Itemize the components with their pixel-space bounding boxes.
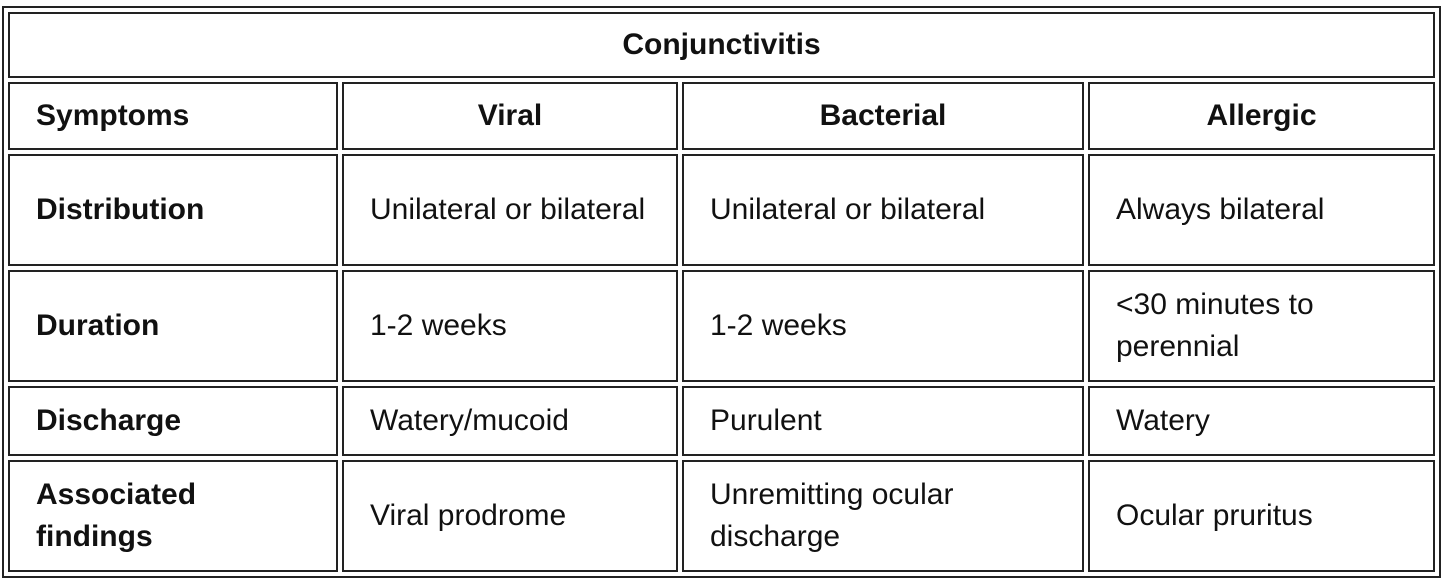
row-label-discharge: Discharge [8,386,338,456]
table-row-discharge: Discharge Watery/mucoid Purulent Watery [8,386,1436,456]
cell-associated-bacterial: Unremitting ocular discharge [682,460,1084,572]
row-label-duration: Duration [8,270,338,382]
row-label-distribution: Distribution [8,154,338,266]
table-row-duration: Duration 1-2 weeks 1-2 weeks <30 minutes… [8,270,1436,382]
cell-discharge-bacterial: Purulent [682,386,1084,456]
cell-duration-bacterial: 1-2 weeks [682,270,1084,382]
header-viral: Viral [342,82,678,150]
header-symptoms: Symptoms [8,82,338,150]
cell-discharge-viral: Watery/mucoid [342,386,678,456]
table-row-associated-findings: Associated findings Viral prodrome Unrem… [8,460,1436,572]
cell-distribution-allergic: Always bilateral [1088,154,1436,266]
cell-associated-viral: Viral prodrome [342,460,678,572]
header-allergic: Allergic [1088,82,1436,150]
cell-duration-allergic: <30 minutes to perennial [1088,270,1436,382]
cell-distribution-bacterial: Unilateral or bilateral [682,154,1084,266]
cell-discharge-allergic: Watery [1088,386,1436,456]
cell-distribution-viral: Unilateral or bilateral [342,154,678,266]
header-row: Symptoms Viral Bacterial Allergic [8,82,1436,150]
table-title: Conjunctivitis [8,12,1436,78]
cell-duration-viral: 1-2 weeks [342,270,678,382]
row-label-associated-findings: Associated findings [8,460,338,572]
title-row: Conjunctivitis [8,12,1436,78]
header-bacterial: Bacterial [682,82,1084,150]
cell-associated-allergic: Ocular pruritus [1088,460,1436,572]
table-row-distribution: Distribution Unilateral or bilateral Uni… [8,154,1436,266]
conjunctivitis-table: Conjunctivitis Symptoms Viral Bacterial … [2,6,1442,578]
